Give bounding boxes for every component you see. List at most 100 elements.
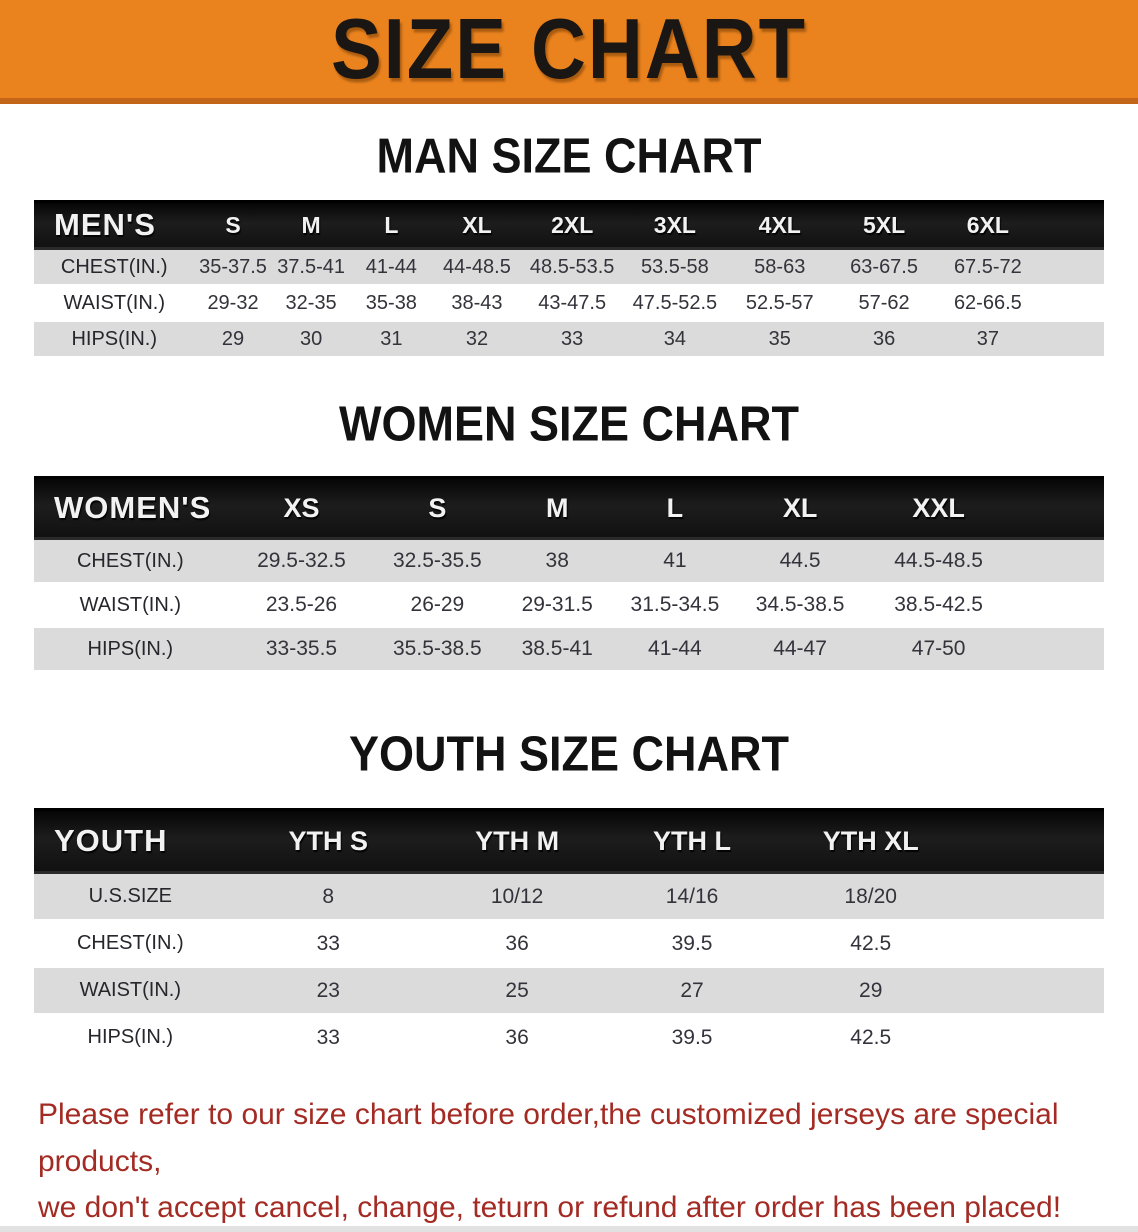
measurement-row: U.S.SIZE 8 10/12 14/16 18/20 — [34, 872, 1104, 921]
measurement-value: 23 — [316, 978, 340, 1002]
size-header-row: YOUTH YTH S YTH M YTH L YTH XL — [34, 808, 1104, 874]
measurement-value: 10/12 — [490, 884, 544, 908]
measurement-value: 47-50 — [911, 637, 966, 660]
measurement-value: 30 — [299, 327, 323, 350]
measurement-value: 42.5 — [850, 931, 892, 955]
measurement-value: 38-43 — [451, 291, 503, 314]
spacer-cell — [962, 967, 1104, 1014]
size-column-header: XXL — [866, 476, 1011, 540]
disclaimer-text: Please refer to our size chart before or… — [38, 1092, 1138, 1232]
measurement-value: 41-44 — [648, 637, 702, 660]
measurement-value: 47.5-52.5 — [632, 291, 718, 314]
measurement-row: WAIST(IN.) 29-32 32-35 35-38 38-43 43-47.5 47.… — [34, 285, 1104, 321]
measurement-label: U.S.SIZE — [88, 885, 172, 907]
measurement-label: CHEST(IN.) — [76, 932, 184, 954]
table-group-label: MEN'S — [34, 200, 195, 250]
size-column-header: 4XL — [727, 200, 833, 250]
size-column-header: M — [498, 476, 617, 540]
disclaimer-line-1: Please refer to our size chart before or… — [38, 1098, 1059, 1178]
measurement-value: 32.5-35.5 — [393, 549, 482, 572]
measurement-value: 67.5-72 — [953, 255, 1022, 278]
measurement-value: 36 — [505, 1025, 529, 1049]
measurement-row: HIPS(IN.) 33-35.5 35.5-38.5 38.5-41 41-44 44-… — [34, 627, 1104, 671]
measurement-value: 31.5-34.5 — [630, 593, 720, 616]
measurement-value: 29.5-32.5 — [257, 549, 346, 572]
measurement-row: CHEST(IN.) 33 36 39.5 42.5 — [34, 920, 1104, 967]
measurement-value: 8 — [322, 884, 335, 908]
spacer-cell — [1011, 539, 1104, 584]
measurement-value: 35 — [768, 327, 791, 350]
measurement-value: 53.5-58 — [640, 255, 709, 278]
measurement-value: 32-35 — [285, 291, 337, 314]
youth-section-heading: YOUTH SIZE CHART — [348, 725, 789, 782]
measurement-value: 25 — [505, 978, 529, 1002]
youth-size-section: YOUTH SIZE CHART YOUTH YTH S YTH M YTH L YTH… — [0, 725, 1138, 1062]
youth-size-table: YOUTH YTH S YTH M YTH L YTH XL U.S.SIZE 8 10/12… — [34, 808, 1104, 1062]
measurement-label: HIPS(IN.) — [71, 327, 158, 350]
measurement-value: 39.5 — [671, 1025, 713, 1049]
measurement-value: 34.5-38.5 — [755, 593, 845, 616]
measurement-row: WAIST(IN.) 23.5-26 26-29 29-31.5 31.5-34.5 34… — [34, 583, 1104, 627]
measurement-value: 39.5 — [671, 931, 713, 955]
size-chart-content: MAN SIZE CHART MEN'S S M L XL 2XL 3XL 4XL 5XL 6XL… — [0, 127, 1138, 1232]
size-column-header: YTH XL — [779, 808, 962, 874]
measurement-value: 33 — [316, 1025, 340, 1049]
size-column-header: M — [271, 200, 351, 250]
measurement-label: HIPS(IN.) — [87, 637, 174, 660]
women-size-table: WOMEN'S XS S M L XL XXL CHEST(IN.) 29.5-32.5 32.5… — [34, 476, 1104, 672]
measurement-value: 57-62 — [858, 291, 910, 314]
spacer-cell — [1010, 476, 1104, 540]
women-section-heading: WOMEN SIZE CHART — [339, 395, 799, 452]
measurement-label: WAIST(IN.) — [63, 291, 165, 314]
spacer-cell — [1039, 200, 1104, 250]
spacer-cell — [962, 873, 1104, 921]
measurement-value: 33-35.5 — [265, 637, 338, 660]
measurement-value: 23.5-26 — [265, 593, 338, 616]
size-column-header: S — [376, 476, 499, 540]
measurement-value: 38.5-42.5 — [894, 593, 983, 616]
size-column-header: S — [194, 200, 272, 250]
measurement-row: CHEST(IN.) 29.5-32.5 32.5-35.5 38 41 44.5 44.5… — [34, 538, 1104, 584]
spacer-cell — [1011, 627, 1104, 671]
measurement-value: 41 — [663, 549, 687, 572]
measurement-value: 29-32 — [207, 291, 259, 314]
measurement-label: CHEST(IN.) — [76, 549, 184, 572]
measurement-value: 29 — [859, 978, 883, 1002]
measurement-value: 36 — [872, 327, 896, 350]
measurement-value: 35-38 — [365, 291, 417, 314]
measurement-value: 32 — [465, 327, 489, 350]
spacer-cell — [1040, 285, 1104, 321]
measurement-value: 52.5-57 — [745, 291, 814, 314]
measurement-value: 42.5 — [850, 1025, 892, 1049]
measurement-value: 29-31.5 — [521, 593, 593, 616]
measurement-value: 37.5-41 — [277, 255, 346, 278]
measurement-value: 37 — [976, 327, 999, 350]
measurement-label: HIPS(IN.) — [87, 1026, 174, 1048]
measurement-label: WAIST(IN.) — [79, 593, 182, 616]
men-size-table: MEN'S S M L XL 2XL 3XL 4XL 5XL 6XL CHEST(IN.) 35-37… — [34, 200, 1104, 358]
women-size-section: WOMEN SIZE CHART WOMEN'S XS S M L XL XXL CHEST(… — [0, 395, 1138, 672]
measurement-value: 18/20 — [844, 884, 897, 908]
measurement-label: WAIST(IN.) — [79, 979, 182, 1001]
size-column-header: YTH L — [604, 808, 780, 874]
size-column-header: L — [616, 476, 734, 540]
men-size-table-wrap: MEN'S S M L XL 2XL 3XL 4XL 5XL 6XL CHEST(IN.) 35-37… — [0, 200, 1138, 358]
measurement-value: 35.5-38.5 — [393, 637, 482, 660]
measurement-value: 58-63 — [754, 255, 806, 278]
measurement-value: 63-67.5 — [850, 255, 918, 278]
measurement-value: 36 — [505, 931, 529, 955]
size-column-header: 6XL — [935, 200, 1040, 250]
size-column-header: 3XL — [622, 200, 728, 250]
measurement-value: 27 — [680, 978, 704, 1002]
spacer-cell — [1011, 583, 1104, 627]
size-header-row: WOMEN'S XS S M L XL XXL — [34, 476, 1104, 540]
size-column-header: L — [350, 200, 433, 250]
men-size-section: MAN SIZE CHART MEN'S S M L XL 2XL 3XL 4XL 5XL 6XL… — [0, 127, 1138, 358]
table-group-label: YOUTH — [34, 808, 227, 874]
size-column-header: XS — [226, 476, 377, 540]
spacer-cell — [1040, 321, 1104, 357]
measurement-value: 41-44 — [365, 255, 417, 278]
size-chart-banner: SIZE CHART — [0, 0, 1138, 104]
measurement-value: 29 — [221, 327, 245, 350]
measurement-value: 44-48.5 — [443, 255, 511, 278]
